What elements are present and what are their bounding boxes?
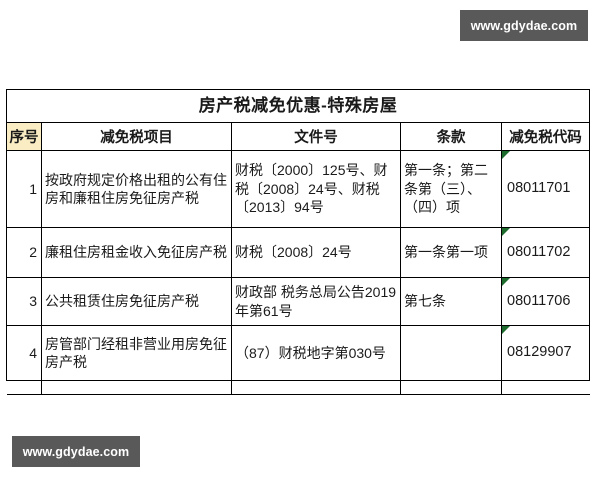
watermark-bottom-text: www.gdydae.com [22, 444, 130, 459]
cell-doc: 财税〔2008〕24号 [231, 227, 401, 278]
cell-item: 公共租赁住房免征房产税 [41, 277, 232, 326]
cell-clause: 第一条第一项 [400, 227, 502, 278]
cell-seq: 2 [6, 227, 42, 278]
table-row: 3 公共租赁住房免征房产税 财政部 税务总局公告2019年第61号 第七条 08… [6, 277, 591, 326]
table-title-cell: 房产税减免优惠-特殊房屋 [5, 89, 591, 123]
cell-code: 08011702 [500, 227, 591, 278]
cell-doc: （87）财税地字第030号 [231, 325, 401, 381]
page-title: 房产税减免优惠-特殊房屋 [198, 96, 398, 115]
cell-clause: 第七条 [400, 277, 502, 326]
cell-item: 廉租住房租金收入免征房产税 [41, 227, 232, 278]
empty-spreadsheet-row [6, 380, 590, 395]
empty-cell [6, 380, 42, 395]
cell-comment-flag-icon [502, 278, 510, 286]
cell-item-text: 廉租住房租金收入免征房产税 [45, 244, 227, 261]
table-row: 1 按政府规定价格出租的公有住房和廉租住房免征房产税 财税〔2000〕125号、… [6, 150, 591, 228]
table-row: 2 廉租住房租金收入免征房产税 财税〔2008〕24号 第一条第一项 08011… [6, 227, 591, 278]
cell-item-text: 房管部门经租非营业用房免征房产税 [45, 335, 227, 370]
cell-code: 08011706 [500, 277, 591, 326]
cell-code: 08011701 [500, 150, 591, 228]
cell-clause: 第一条；第二条第（三）、（四）项 [400, 150, 502, 228]
column-header-seq: 序号 [6, 122, 42, 151]
empty-cell [500, 380, 590, 395]
cell-item-text: 按政府规定价格出租的公有住房和廉租住房免征房产税 [45, 171, 227, 206]
cell-code: 08129907 [500, 325, 591, 381]
watermark-top-text: www.gdydae.com [470, 18, 578, 33]
cell-seq-text: 1 [29, 180, 37, 197]
cell-doc-text: 财税〔2008〕24号 [235, 244, 352, 261]
empty-cell [400, 380, 502, 395]
tax-exemption-table: 房产税减免优惠-特殊房屋 序号 减免税项目 文件号 条款 减免税代码 1 按政府… [5, 89, 591, 395]
watermark-bottom: www.gdydae.com [12, 436, 140, 467]
spreadsheet-area: 房产税减免优惠-特殊房屋 序号 减免税项目 文件号 条款 减免税代码 1 按政府… [5, 89, 591, 395]
cell-doc-text: 财税〔2000〕125号、财税〔2008〕24号、财税〔2013〕94号 [235, 162, 388, 216]
cell-clause-text: 第七条 [404, 293, 446, 310]
cell-clause-text: 第一条；第二条第（三）、（四）项 [404, 162, 488, 216]
table-row: 4 房管部门经租非营业用房免征房产税 （87）财税地字第030号 0812990… [6, 325, 591, 381]
cell-code-text: 08129907 [507, 344, 572, 361]
cell-seq-text: 3 [29, 293, 37, 310]
cell-doc-text: （87）财税地字第030号 [235, 344, 386, 361]
cell-code-text: 08011701 [507, 180, 571, 197]
cell-code-text: 08011702 [507, 243, 571, 260]
watermark-top: www.gdydae.com [460, 10, 588, 41]
cell-seq: 3 [6, 277, 42, 326]
cell-clause-text [401, 351, 501, 355]
cell-seq-text: 2 [29, 244, 37, 261]
cell-seq-text: 4 [29, 344, 37, 361]
cell-item: 按政府规定价格出租的公有住房和廉租住房免征房产税 [41, 150, 232, 228]
cell-clause [400, 325, 502, 381]
cell-item: 房管部门经租非营业用房免征房产税 [41, 325, 232, 381]
cell-doc: 财税〔2000〕125号、财税〔2008〕24号、财税〔2013〕94号 [231, 150, 401, 228]
column-header-doc: 文件号 [231, 122, 401, 151]
empty-cell [231, 380, 401, 395]
cell-clause-text: 第一条第一项 [404, 244, 488, 261]
table-title-row: 房产税减免优惠-特殊房屋 [5, 89, 591, 123]
cell-comment-flag-icon [502, 326, 510, 334]
cell-seq: 4 [6, 325, 42, 381]
column-header-clause: 条款 [400, 122, 502, 151]
cell-code-text: 08011706 [507, 292, 571, 309]
empty-cell [41, 380, 232, 395]
column-header-code: 减免税代码 [500, 122, 591, 151]
cell-doc: 财政部 税务总局公告2019年第61号 [231, 277, 401, 326]
cell-comment-flag-icon [502, 151, 510, 159]
cell-item-text: 公共租赁住房免征房产税 [45, 293, 199, 310]
cell-comment-flag-icon [502, 228, 510, 236]
cell-seq: 1 [6, 150, 42, 228]
cell-doc-text: 财政部 税务总局公告2019年第61号 [235, 284, 397, 319]
column-header-item: 减免税项目 [41, 122, 232, 151]
table-header-row: 序号 减免税项目 文件号 条款 减免税代码 [6, 122, 591, 151]
